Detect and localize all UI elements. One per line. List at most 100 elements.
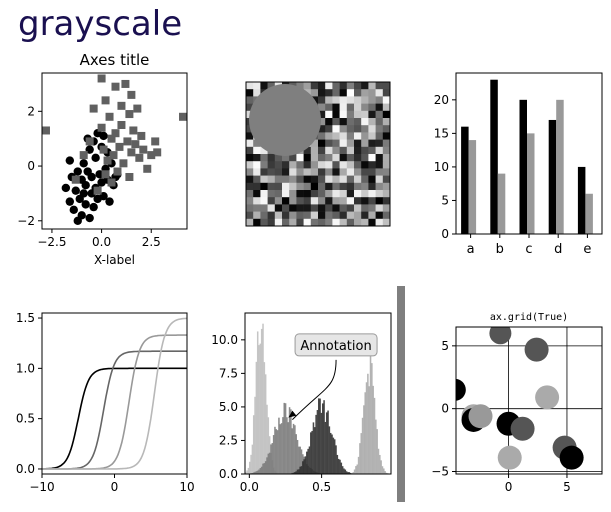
image-cell xyxy=(368,175,376,184)
annotation-text: Annotation xyxy=(300,339,371,354)
image-cell xyxy=(382,190,391,198)
image-cell xyxy=(246,132,254,140)
histogram-bar xyxy=(376,429,378,474)
histogram-bar xyxy=(328,426,331,474)
image-cell xyxy=(354,197,362,205)
bar xyxy=(519,99,527,234)
y-tick-label: 0.5 xyxy=(16,412,35,426)
histogram-bar xyxy=(296,439,299,474)
image-cell xyxy=(253,211,261,220)
histogram-bar xyxy=(284,403,287,474)
scatter-point-circle xyxy=(89,202,98,212)
histogram-bar xyxy=(288,407,291,474)
histogram-bar xyxy=(312,422,315,474)
image-cell xyxy=(325,132,333,140)
scatter-point-circle xyxy=(79,189,88,198)
image-cell xyxy=(246,139,254,148)
image-cell xyxy=(375,96,384,104)
image-cell xyxy=(303,168,312,176)
histogram-bar xyxy=(290,409,292,474)
series-line xyxy=(42,317,188,470)
histogram-bar xyxy=(256,331,259,474)
scatter-point-square xyxy=(113,167,122,176)
image-cell xyxy=(246,96,254,104)
histogram-bar xyxy=(266,457,268,474)
image-cell xyxy=(382,146,391,155)
histogram-bar xyxy=(248,461,251,474)
image-cell xyxy=(253,139,261,148)
image-cell xyxy=(346,168,355,176)
histogram-bar xyxy=(332,437,335,474)
x-tick-label: b xyxy=(496,242,504,257)
image-cell xyxy=(375,218,384,227)
image-cell xyxy=(260,218,268,227)
y-tick-label: 10 xyxy=(434,160,449,174)
grid-scatter-panel: ax.grid(True) 0 5 −5 0 5 xyxy=(431,312,603,494)
image-cell xyxy=(296,168,304,176)
histogram-bar xyxy=(306,451,308,474)
histogram-bar xyxy=(280,423,283,474)
image-cell xyxy=(282,175,290,184)
image-cell xyxy=(361,132,369,140)
histogram-bar xyxy=(343,468,345,474)
image-cell xyxy=(361,96,369,104)
image-cell xyxy=(382,197,391,205)
image-cell xyxy=(346,161,355,169)
image-cell xyxy=(382,161,391,169)
image-cell xyxy=(282,161,290,169)
image-cell xyxy=(375,211,384,220)
histogram-bar xyxy=(329,432,332,474)
image-circle xyxy=(249,84,321,156)
image-cell xyxy=(318,211,326,220)
figure-title: grayscale xyxy=(18,4,183,44)
axes-frame xyxy=(41,72,188,230)
image-cell xyxy=(289,175,297,184)
scatter-point-square xyxy=(139,145,148,154)
image-cell xyxy=(296,154,304,162)
image-cell xyxy=(332,110,340,119)
histogram-bar xyxy=(274,426,276,474)
image-cell xyxy=(332,161,340,169)
image-cell xyxy=(382,89,391,97)
image-cell xyxy=(382,82,391,90)
y-tick-label: 2 xyxy=(27,104,35,118)
image-cell xyxy=(310,139,319,148)
image-cell xyxy=(368,182,376,191)
histogram-bar xyxy=(327,410,329,474)
scatter-point-circle xyxy=(87,172,96,182)
image-cell xyxy=(310,154,319,162)
scatter-point xyxy=(524,337,549,362)
scatter-point-square xyxy=(107,134,116,143)
image-cell xyxy=(289,154,297,162)
histogram-bar xyxy=(299,466,301,474)
image-cell xyxy=(253,218,261,227)
histogram-bar xyxy=(319,398,321,474)
y-tick-label: 0 xyxy=(27,159,35,173)
histogram-bar xyxy=(324,421,327,474)
image-cell xyxy=(382,110,391,119)
histogram-panel: Annotation 0.0 0.5 0.0 2.5 5.0 7.5 10.0 xyxy=(211,312,392,494)
histogram-bar xyxy=(283,402,286,474)
y-tick-label: 0 xyxy=(441,227,449,241)
image-cell xyxy=(303,218,312,227)
histogram-bar xyxy=(263,463,266,474)
histogram-bar xyxy=(347,472,349,474)
image-cell xyxy=(274,197,283,205)
image-cell xyxy=(325,118,333,126)
image-cell xyxy=(361,197,369,205)
image-cell xyxy=(346,218,355,227)
scatter-point xyxy=(497,445,522,470)
image-cell xyxy=(282,204,290,212)
image-cell xyxy=(246,211,254,220)
image-cell xyxy=(368,146,376,155)
bar xyxy=(577,166,586,234)
image-cell xyxy=(274,154,283,162)
histogram-bar xyxy=(298,469,300,474)
histogram-bar xyxy=(304,456,307,474)
scatter-point-square xyxy=(127,90,136,99)
histogram-bar xyxy=(252,472,255,474)
image-cell xyxy=(253,204,261,212)
x-tick-label: 10 xyxy=(179,480,194,494)
image-cell xyxy=(346,96,355,104)
image-cell xyxy=(346,197,355,205)
